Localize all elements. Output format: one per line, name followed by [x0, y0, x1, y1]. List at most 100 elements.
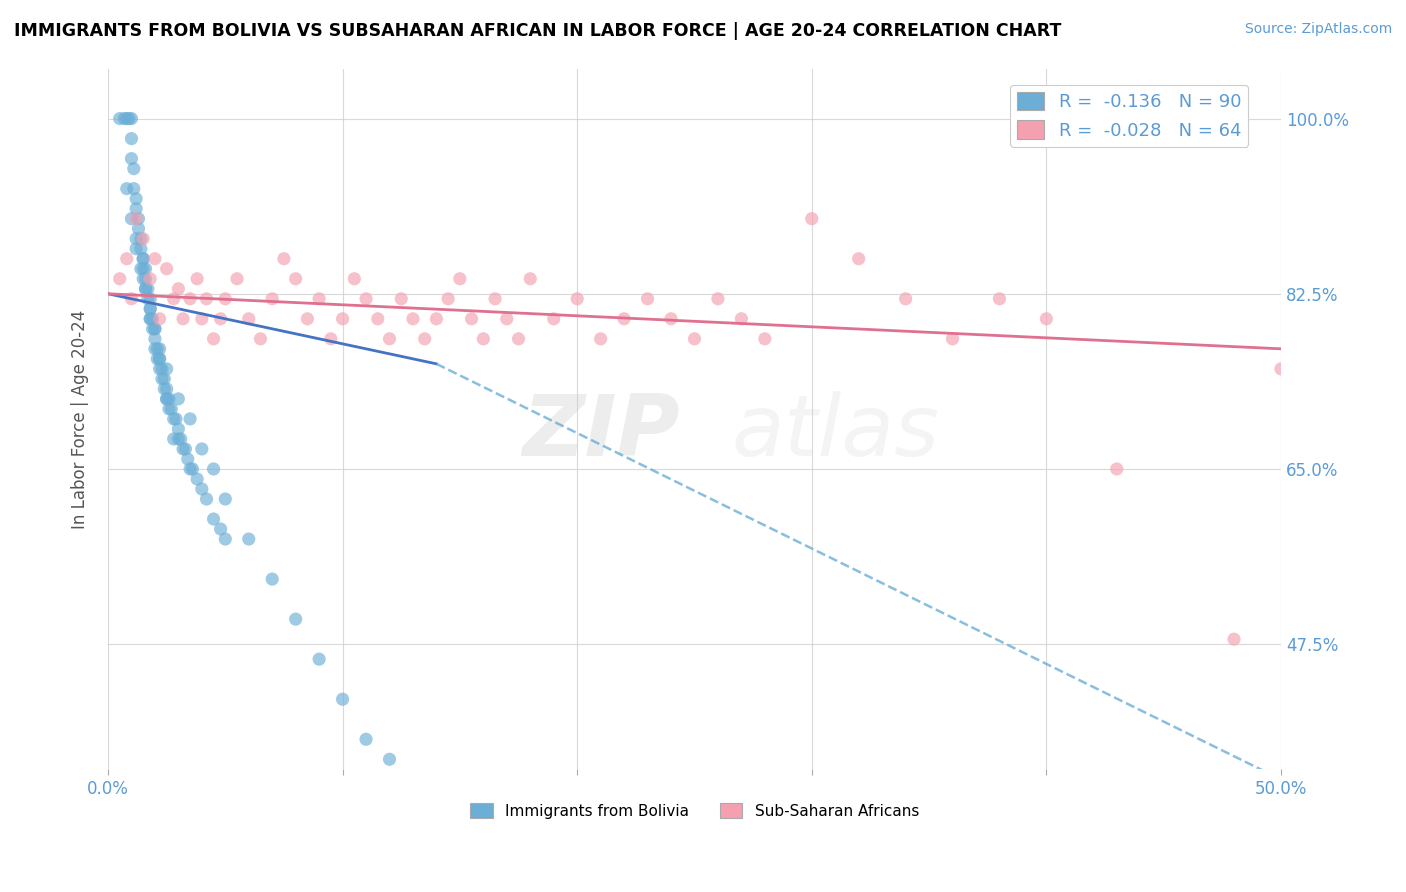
Point: [139, 301, 162, 316]
Point: [132, 252, 155, 266]
Point: [167, 392, 190, 406]
Point: [179, 412, 201, 426]
Point: [800, 211, 823, 226]
Point: [343, 272, 366, 286]
Point: [308, 292, 330, 306]
Point: [156, 261, 179, 276]
Point: [389, 292, 412, 306]
Point: [195, 292, 218, 306]
Point: [683, 332, 706, 346]
Point: [613, 311, 636, 326]
Point: [567, 292, 589, 306]
Point: [172, 311, 194, 326]
Point: [143, 252, 166, 266]
Point: [163, 292, 186, 306]
Point: [332, 311, 354, 326]
Point: [249, 332, 271, 346]
Point: [146, 342, 169, 356]
Point: [139, 292, 162, 306]
Point: [132, 272, 155, 286]
Point: [179, 292, 201, 306]
Point: [127, 211, 149, 226]
Point: [297, 311, 319, 326]
Point: [894, 292, 917, 306]
Point: [149, 351, 172, 366]
Point: [167, 422, 190, 436]
Point: [378, 752, 401, 766]
Point: [120, 112, 142, 126]
Point: [129, 232, 152, 246]
Point: [214, 532, 236, 546]
Point: [519, 272, 541, 286]
Point: [284, 272, 307, 286]
Point: [115, 181, 138, 195]
Point: [449, 272, 471, 286]
Point: [163, 412, 186, 426]
Point: [209, 522, 232, 536]
Text: IMMIGRANTS FROM BOLIVIA VS SUBSAHARAN AFRICAN IN LABOR FORCE | AGE 20-24 CORRELA: IMMIGRANTS FROM BOLIVIA VS SUBSAHARAN AF…: [14, 22, 1062, 40]
Point: [167, 282, 190, 296]
Point: [146, 351, 169, 366]
Point: [120, 152, 142, 166]
Point: [262, 572, 284, 586]
Point: [354, 292, 377, 306]
Point: [125, 232, 148, 246]
Point: [202, 512, 225, 526]
Point: [160, 401, 183, 416]
Point: [127, 221, 149, 235]
Point: [125, 242, 148, 256]
Point: [988, 292, 1011, 306]
Point: [143, 332, 166, 346]
Point: [202, 332, 225, 346]
Point: [413, 332, 436, 346]
Point: [112, 112, 135, 126]
Point: [214, 491, 236, 506]
Point: [136, 282, 159, 296]
Point: [150, 362, 173, 376]
Point: [437, 292, 460, 306]
Point: [149, 342, 172, 356]
Point: [120, 292, 142, 306]
Point: [1223, 632, 1246, 647]
Point: [139, 301, 162, 316]
Point: [202, 462, 225, 476]
Point: [174, 442, 197, 456]
Point: [848, 252, 870, 266]
Point: [129, 261, 152, 276]
Point: [172, 442, 194, 456]
Text: Source: ZipAtlas.com: Source: ZipAtlas.com: [1244, 22, 1392, 37]
Point: [143, 342, 166, 356]
Point: [472, 332, 495, 346]
Point: [284, 612, 307, 626]
Point: [354, 732, 377, 747]
Point: [484, 292, 506, 306]
Point: [163, 432, 186, 446]
Point: [156, 392, 179, 406]
Point: [135, 272, 157, 286]
Point: [125, 211, 148, 226]
Point: [402, 311, 425, 326]
Point: [1270, 362, 1292, 376]
Point: [153, 382, 176, 396]
Point: [132, 252, 155, 266]
Point: [262, 292, 284, 306]
Y-axis label: In Labor Force | Age 20-24: In Labor Force | Age 20-24: [72, 310, 89, 529]
Point: [139, 311, 162, 326]
Point: [425, 792, 447, 806]
Point: [108, 272, 131, 286]
Point: [135, 282, 157, 296]
Point: [195, 491, 218, 506]
Point: [238, 311, 260, 326]
Point: [157, 392, 180, 406]
Point: [125, 192, 148, 206]
Point: [143, 322, 166, 336]
Point: [589, 332, 612, 346]
Point: [129, 242, 152, 256]
Point: [191, 482, 214, 496]
Point: [115, 112, 138, 126]
Point: [170, 432, 193, 446]
Point: [209, 311, 232, 326]
Point: [120, 211, 142, 226]
Point: [659, 311, 682, 326]
Point: [149, 311, 172, 326]
